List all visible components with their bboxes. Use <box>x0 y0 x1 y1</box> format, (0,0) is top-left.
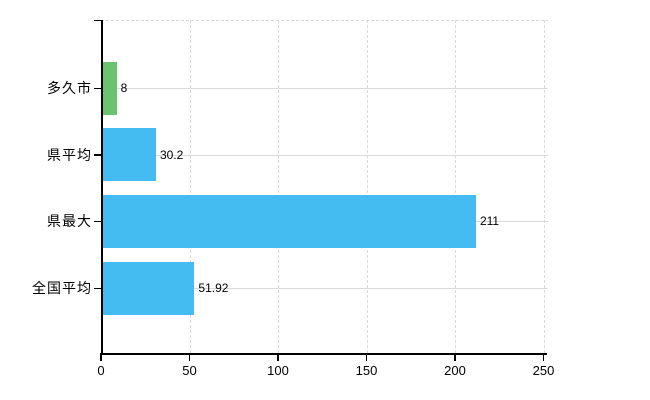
x-axis-tick <box>277 353 279 361</box>
y-axis-tick <box>94 19 101 21</box>
bar-value-label: 211 <box>479 214 500 229</box>
x-tick-label: 150 <box>355 363 378 378</box>
bar <box>102 194 476 248</box>
x-axis-tick <box>542 353 545 361</box>
y-axis-tick <box>94 220 101 223</box>
x-tick-label: 200 <box>444 363 466 378</box>
vertical-gridline <box>455 20 456 353</box>
x-tick-label: 100 <box>267 363 289 378</box>
top-gridline <box>101 20 548 21</box>
y-axis-tick <box>94 154 101 156</box>
bar-value-label: 30.2 <box>159 147 184 162</box>
vertical-gridline <box>543 20 545 353</box>
bar-value-label: 51.92 <box>198 281 229 295</box>
x-tick-label: 250 <box>532 363 555 378</box>
vertical-gridline <box>366 20 368 353</box>
bar-value-label: 8 <box>120 81 128 95</box>
y-axis-tick <box>94 87 101 89</box>
y-axis-tick <box>94 287 101 289</box>
x-axis-tick <box>100 353 102 361</box>
x-axis-tick <box>365 353 368 361</box>
y-axis-line <box>101 20 103 355</box>
category-label: 県最大 <box>47 213 92 230</box>
x-axis-tick <box>188 353 191 361</box>
category-label: 多久市 <box>47 80 92 96</box>
horizontal-gridline <box>102 88 548 89</box>
category-label: 全国平均 <box>32 280 92 296</box>
bar <box>102 261 195 315</box>
category-label: 県平均 <box>47 146 92 163</box>
x-tick-label: 0 <box>97 363 105 378</box>
x-axis-tick <box>454 353 456 361</box>
vertical-gridline <box>278 20 279 353</box>
bar <box>102 61 117 115</box>
x-axis-line <box>101 353 547 355</box>
vertical-gridline <box>189 20 191 353</box>
horizontal-gridline <box>102 288 548 289</box>
bar <box>102 128 156 182</box>
horizontal-gridline <box>102 154 548 156</box>
x-tick-label: 50 <box>182 363 197 378</box>
